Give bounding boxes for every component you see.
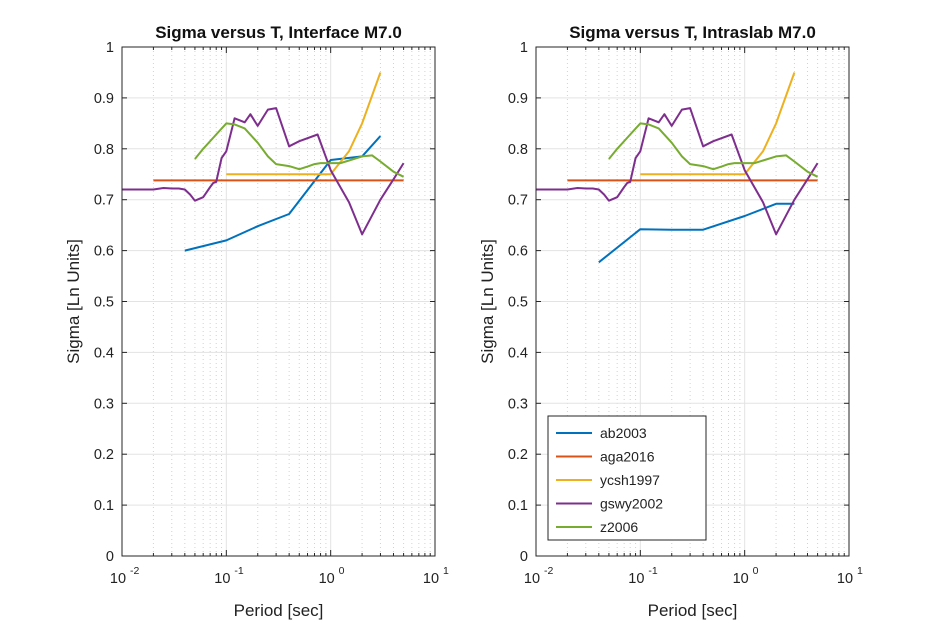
y-tick-label: 0.8 [94, 142, 114, 158]
y-tick-label: 0.1 [508, 498, 528, 514]
chart-panel-2: 0 0.1 0.2 0.3 0.4 0.5 0.6 0.7 0.8 0.9 1 10 -2 10 -1 10 0… [478, 23, 863, 620]
y-tick-label: 0.9 [508, 91, 528, 107]
x-tick-label: 10 [319, 571, 335, 587]
series-line-z2006 [194, 122, 405, 178]
y-tick-label: 0.4 [94, 345, 114, 361]
y-tick-label: 0.2 [94, 447, 114, 463]
x-tick-label: 10 [110, 571, 126, 587]
y-tick-label: 0.6 [94, 244, 114, 260]
y-tick-label: 0.5 [94, 295, 114, 311]
y-axis-label: Sigma [Ln Units] [64, 239, 83, 364]
y-tick-label: 0.9 [94, 91, 114, 107]
series-line-z2006 [608, 122, 819, 178]
x-tick-exponent: -2 [130, 565, 139, 577]
series-line-gswy2002 [122, 107, 405, 236]
series-group [122, 72, 405, 252]
y-tick-label: 0.2 [508, 447, 528, 463]
x-tick-exponent: 0 [753, 565, 759, 577]
y-tick-label: 1 [106, 40, 114, 56]
y-tick-label: 1 [520, 40, 528, 56]
x-axis-label: Period [sec] [234, 601, 324, 620]
legend-label-gswy2002: gswy2002 [600, 496, 663, 512]
x-tick-label: 10 [733, 571, 749, 587]
chart-title: Sigma versus T, Intraslab M7.0 [569, 23, 816, 42]
y-tick-label: 0.3 [94, 396, 114, 412]
legend-label-z2006: z2006 [600, 519, 638, 535]
y-tick-label: 0.4 [508, 345, 528, 361]
series-line-ycsh1997 [640, 72, 796, 176]
legend-box [547, 415, 707, 541]
x-tick-exponent: 1 [443, 565, 449, 577]
y-tick-label: 0.7 [508, 193, 528, 209]
y-tick-label: 0 [106, 549, 114, 565]
series-group [536, 72, 819, 264]
x-tick-label: 10 [423, 571, 439, 587]
series-line-gswy2002 [536, 107, 819, 236]
chart-panel-1: 0 0.1 0.2 0.3 0.4 0.5 0.6 0.7 0.8 0.9 1 10 -2 10 -1 10 0… [64, 23, 449, 620]
x-tick-exponent: 1 [857, 565, 863, 577]
y-tick-label: 0.5 [508, 295, 528, 311]
y-tick-label: 0.8 [508, 142, 528, 158]
y-tick-label: 0.3 [508, 396, 528, 412]
x-tick-label: 10 [837, 571, 853, 587]
x-tick-label: 10 [524, 571, 540, 587]
x-tick-exponent: -1 [648, 565, 657, 577]
x-tick-label: 10 [214, 571, 230, 587]
y-axis-label: Sigma [Ln Units] [478, 239, 497, 364]
series-line-ab2003 [598, 202, 795, 264]
legend-label-aga2016: aga2016 [600, 449, 655, 465]
legend-label-ycsh1997: ycsh1997 [600, 472, 660, 488]
y-tick-label: 0 [520, 549, 528, 565]
chart-title: Sigma versus T, Interface M7.0 [155, 23, 402, 42]
y-tick-label: 0.6 [508, 244, 528, 260]
legend-label-ab2003: ab2003 [600, 425, 647, 441]
series-line-ycsh1997 [226, 72, 382, 176]
x-tick-exponent: 0 [339, 565, 345, 577]
x-tick-label: 10 [628, 571, 644, 587]
y-tick-label: 0.7 [94, 193, 114, 209]
x-axis-label: Period [sec] [648, 601, 738, 620]
x-tick-exponent: -2 [544, 565, 553, 577]
y-tick-label: 0.1 [94, 498, 114, 514]
legend: ab2003 aga2016 ycsh1997 gswy2002 z2006 [547, 415, 707, 541]
x-tick-exponent: -1 [234, 565, 243, 577]
